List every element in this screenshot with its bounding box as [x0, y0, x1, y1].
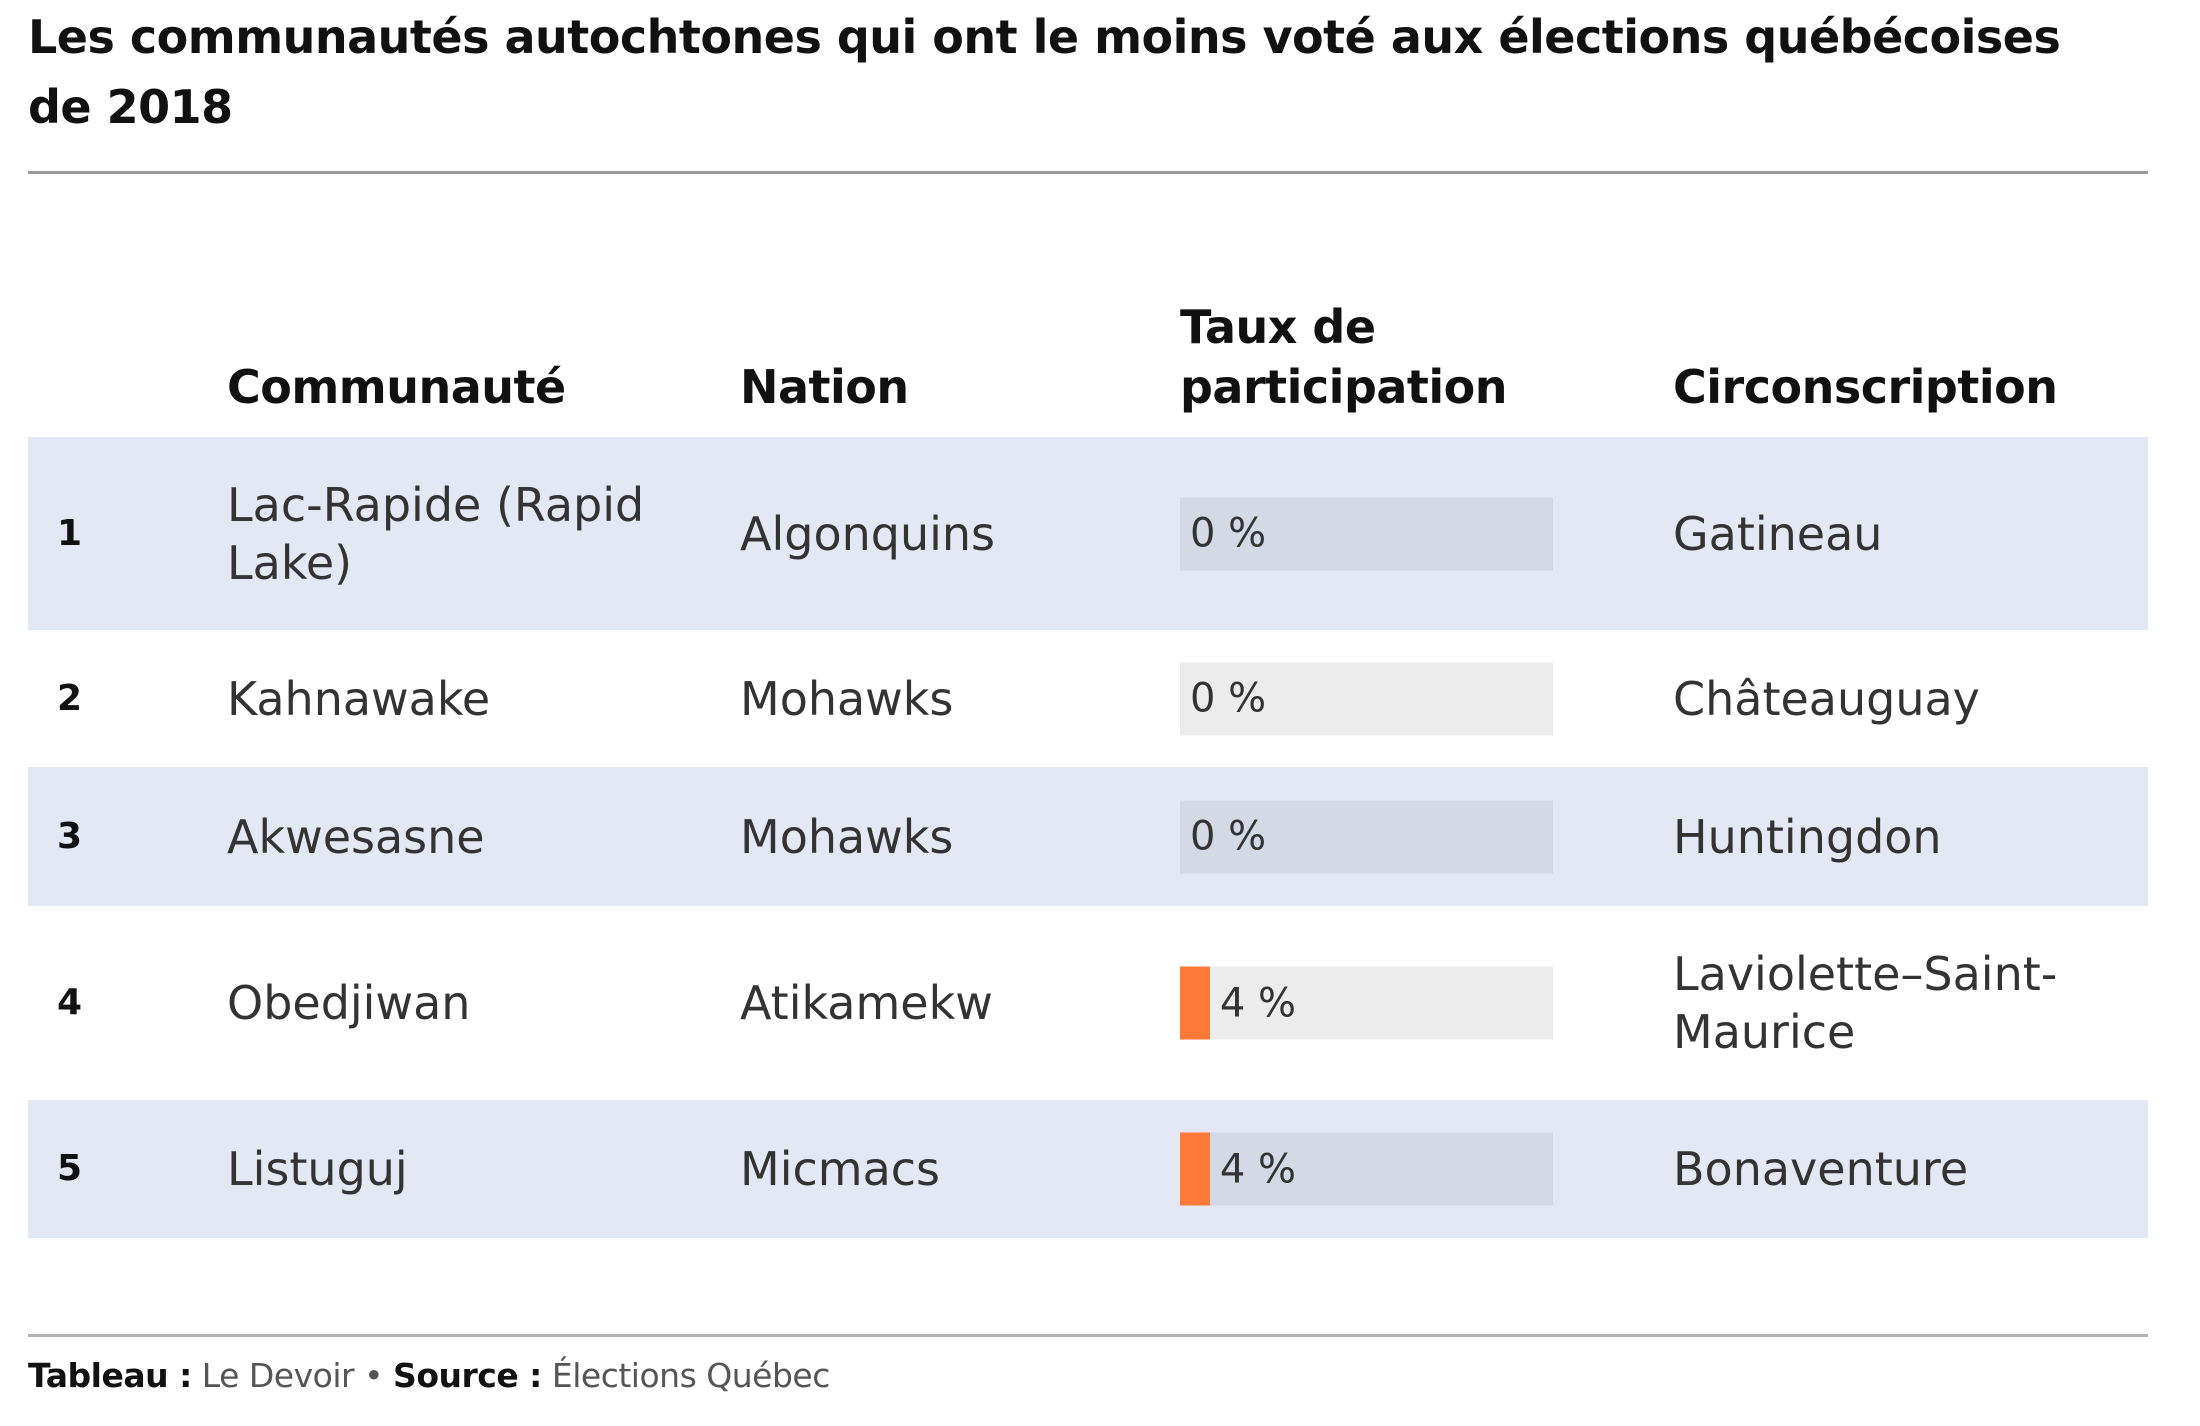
- header-riding: Circonscription: [1673, 360, 2058, 414]
- table-row: 1 Lac-Rapide (Rapid Lake) Algonquins 0 % Gat…: [28, 437, 2148, 630]
- credit-table-value: Le Devoir: [201, 1356, 355, 1395]
- footer-divider: [28, 1334, 2148, 1337]
- table-row: 3 Akwesasne Mohawks 0 % Huntingdon: [28, 767, 2148, 906]
- participation-bar: 0 %: [1180, 497, 1553, 570]
- table-row: 4 Obedjiwan Atikamekw 4 % Laviolette–Saint-M…: [28, 906, 2148, 1100]
- riding-name: Huntingdon: [1673, 809, 1942, 864]
- credits: Tableau : Le Devoir • Source : Élections…: [28, 1356, 830, 1395]
- bar-track: [1180, 966, 1553, 1040]
- bar-track: [1180, 497, 1553, 570]
- chart-title: Les communautés autochtones qui ont le m…: [28, 10, 2061, 134]
- rank-number: 2: [57, 677, 83, 719]
- header-participation: Taux de participation: [1180, 300, 1508, 414]
- table-body: 1 Lac-Rapide (Rapid Lake) Algonquins 0 % Gat…: [28, 437, 2148, 1238]
- participation-bar: 0 %: [1180, 662, 1553, 735]
- credit-source-value: Élections Québec: [551, 1356, 830, 1395]
- community-name: Kahnawake: [227, 671, 491, 726]
- participation-label: 4 %: [1219, 980, 1296, 1026]
- participation-table: Communauté Nation Taux de participation …: [28, 280, 2148, 1238]
- credit-table-label: Tableau :: [28, 1356, 192, 1395]
- participation-bar: 4 %: [1180, 966, 1553, 1040]
- bar-track: [1180, 662, 1553, 735]
- credit-separator: •: [364, 1356, 384, 1395]
- table-header: Communauté Nation Taux de participation …: [28, 280, 2148, 437]
- nation-name: Atikamekw: [740, 976, 993, 1030]
- header-nation: Nation: [740, 360, 909, 414]
- riding-name: Châteauguay: [1673, 671, 1980, 726]
- credit-source-label: Source :: [393, 1356, 542, 1395]
- community-name: Listuguj: [227, 1142, 408, 1196]
- nation-name: Mohawks: [740, 809, 954, 864]
- participation-bar: 4 %: [1180, 1132, 1553, 1206]
- rank-number: 5: [57, 1148, 83, 1189]
- community-name: Obedjiwan: [227, 976, 471, 1030]
- nation-name: Micmacs: [740, 1142, 941, 1196]
- participation-label: 0 %: [1190, 675, 1267, 722]
- table-row: 5 Listuguj Micmacs 4 % Bonaventure: [28, 1100, 2148, 1238]
- bar-track: [1180, 1132, 1553, 1206]
- rank-number: 1: [57, 512, 83, 554]
- nation-name: Mohawks: [740, 671, 954, 726]
- participation-label: 0 %: [1190, 510, 1267, 557]
- header-community: Communauté: [227, 360, 566, 414]
- rank-number: 3: [57, 815, 83, 857]
- riding-name: Laviolette–Saint-Maurice: [1673, 947, 2058, 1059]
- participation-label: 4 %: [1219, 1146, 1296, 1192]
- title-divider: [28, 171, 2148, 174]
- riding-name: Bonaventure: [1673, 1142, 1969, 1196]
- rank-number: 4: [57, 982, 83, 1023]
- participation-bar: 0 %: [1180, 800, 1553, 873]
- riding-name: Gatineau: [1673, 506, 1883, 561]
- community-name: Akwesasne: [227, 809, 485, 864]
- nation-name: Algonquins: [740, 506, 995, 561]
- bar-fill: [1180, 1132, 1210, 1206]
- bar-track: [1180, 800, 1553, 873]
- bar-fill: [1180, 966, 1210, 1040]
- participation-label: 0 %: [1190, 813, 1267, 860]
- table-row: 2 Kahnawake Mohawks 0 % Châteauguay: [28, 630, 2148, 767]
- community-name: Lac-Rapide (Rapid Lake): [227, 477, 645, 590]
